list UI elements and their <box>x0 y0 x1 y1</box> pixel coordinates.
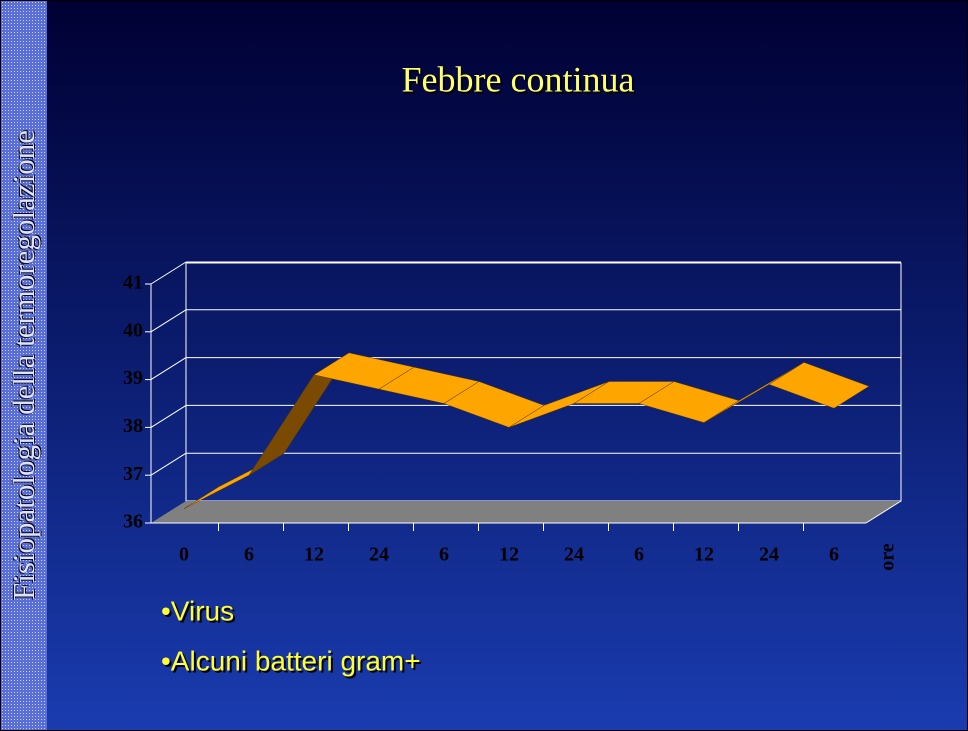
bullet-shadow: •Virus <box>163 597 236 628</box>
bullet: •Alcuni batteri gram+ <box>161 645 421 676</box>
ribbon-segment <box>703 362 805 423</box>
x-tick-label: 12 <box>499 544 519 566</box>
y-tick-label: 38 <box>123 415 143 437</box>
floor <box>151 501 901 523</box>
side-strip <box>1 1 47 730</box>
y-tick-label: 41 <box>123 272 143 294</box>
ribbon-segment <box>768 362 870 409</box>
grid-line <box>150 309 187 333</box>
x-tick-label: 6 <box>244 544 254 566</box>
x-tick-label: 12 <box>304 544 324 566</box>
y-tick-label: 36 <box>123 511 143 533</box>
x-tick-label: 24 <box>564 544 584 566</box>
bullet-shadow: •Alcuni batteri gram+ <box>163 647 423 678</box>
x-tick-label: 0 <box>179 544 189 566</box>
grid-line <box>150 404 187 428</box>
bullet: •Virus <box>161 595 234 626</box>
x-tick-label: 6 <box>439 544 449 566</box>
y-tick-label: 40 <box>123 319 143 341</box>
chart-title: Febbre continua <box>402 59 635 99</box>
x-tick-label: 6 <box>829 544 839 566</box>
y-tick-label: 39 <box>123 367 143 389</box>
x-axis-label: ore <box>877 543 899 571</box>
grid-line <box>150 261 187 285</box>
x-tick-label: 24 <box>369 544 389 566</box>
grid-line <box>150 452 187 476</box>
x-tick-label: 24 <box>759 544 779 566</box>
floor-edge <box>865 500 902 524</box>
y-tick-label: 37 <box>123 463 143 485</box>
x-tick-label: 6 <box>634 544 644 566</box>
grid-line <box>150 357 187 381</box>
title-shadow: Febbre continua <box>404 61 637 101</box>
x-tick-label: 12 <box>694 544 714 566</box>
